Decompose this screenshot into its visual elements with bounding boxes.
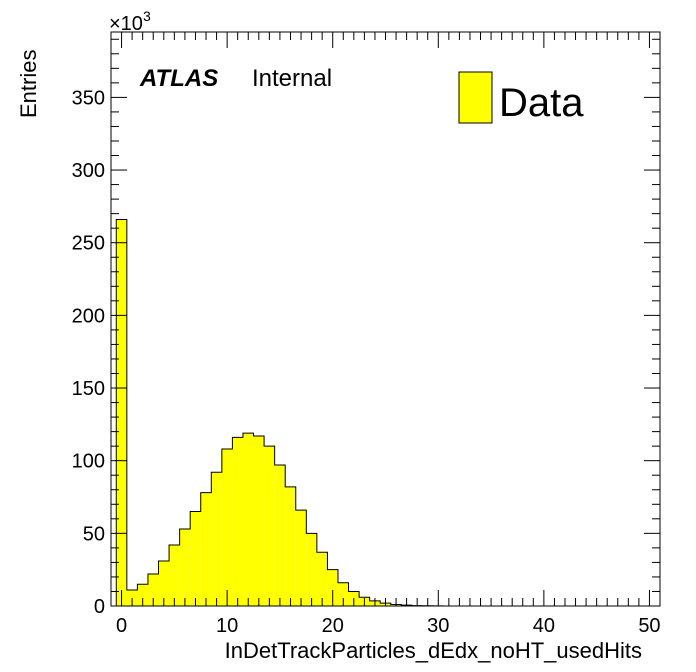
histogram-bar [190, 511, 201, 606]
x-tick-label: 0 [116, 615, 127, 637]
x-tick-label: 50 [638, 615, 660, 637]
histogram-bar [158, 560, 170, 606]
y-tick-label: 100 [72, 451, 105, 473]
histogram-bar [295, 510, 307, 606]
histogram-bar [211, 472, 222, 606]
histogram-bar [179, 528, 191, 606]
histogram-bar [285, 486, 296, 606]
y-tick-label: 250 [72, 233, 105, 255]
internal-label: Internal [252, 65, 332, 92]
histogram-bar [242, 433, 254, 606]
histogram-bar [264, 446, 275, 606]
histogram-bar [232, 437, 243, 606]
histogram-bar [200, 492, 212, 606]
y-tick-label: 350 [72, 87, 105, 109]
legend-label-data: Data [499, 81, 584, 125]
histogram-bar [116, 219, 127, 606]
y-tick-label: 50 [83, 523, 105, 545]
x-tick-label: 30 [427, 615, 449, 637]
histogram-bar [337, 582, 349, 606]
y-tick-label: 0 [94, 596, 105, 618]
y-tick-label: 300 [72, 160, 105, 182]
x-tick-label: 10 [216, 615, 238, 637]
y-tick-label: 150 [72, 378, 105, 400]
y-tick-label: 200 [72, 305, 105, 327]
x-ticks: 0 10 20 30 40 50 [116, 32, 661, 637]
y-multiplier-exponent: 3 [143, 8, 151, 24]
histogram-bars [115, 218, 655, 607]
y-ticks: 0 50 100 150 200 250 300 350 [72, 38, 660, 618]
atlas-label: ATLAS [139, 65, 218, 92]
histogram-bar [306, 533, 317, 606]
histogram-bar [221, 449, 233, 606]
histogram-bar [137, 584, 148, 606]
histogram-bar [316, 552, 328, 606]
y-multiplier: ×103 [109, 8, 151, 35]
histogram-bar [253, 435, 265, 606]
legend: Data [458, 71, 584, 125]
x-tick-label: 20 [322, 615, 344, 637]
legend-swatch-data [458, 71, 493, 124]
histogram-bar [169, 544, 180, 606]
x-tick-label: 40 [533, 615, 555, 637]
histogram-bar [274, 465, 286, 606]
histogram-bar [327, 569, 338, 606]
histogram-bar [147, 574, 159, 606]
x-axis-title: InDetTrackParticles_dEdx_noHT_usedHits [225, 638, 642, 663]
y-axis-title: Entries [16, 50, 41, 118]
